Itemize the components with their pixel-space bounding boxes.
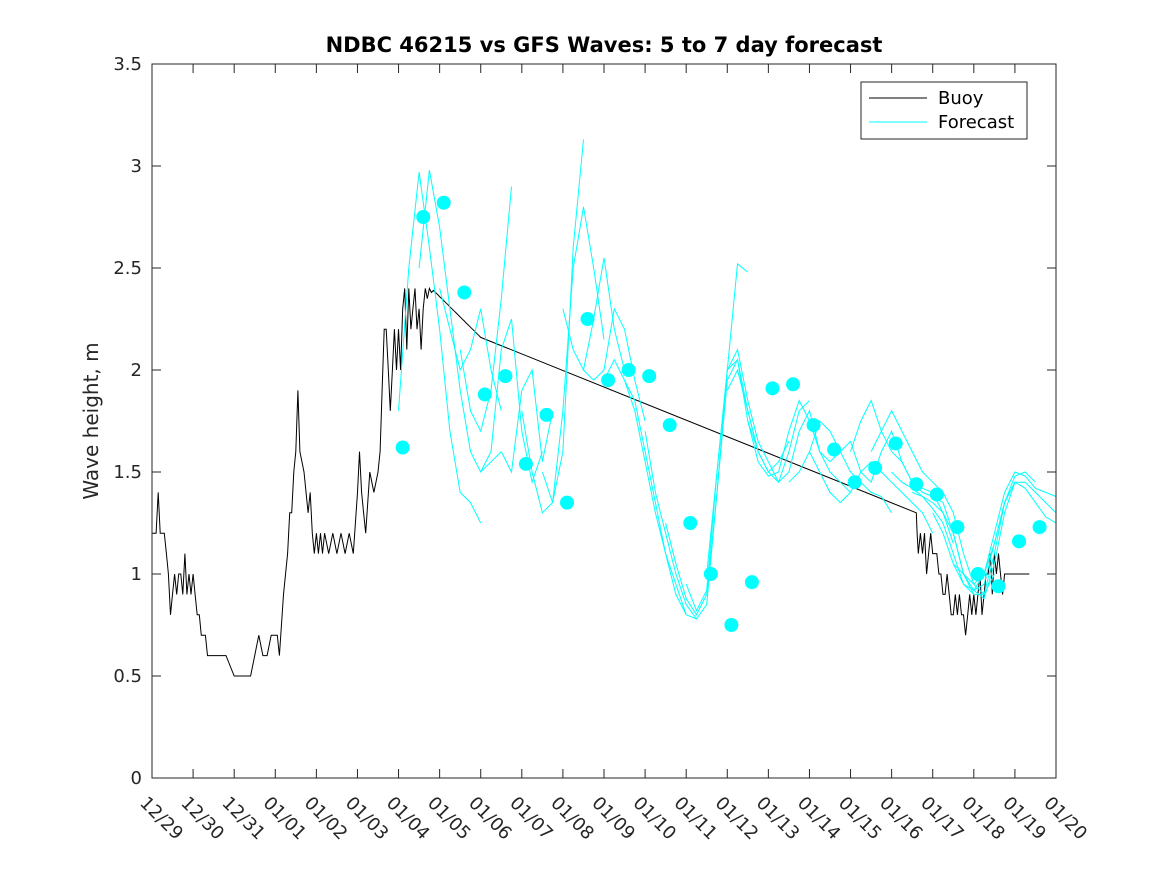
forecast-line bbox=[439, 288, 502, 411]
y-tick-label: 0 bbox=[131, 768, 142, 789]
forecast-point bbox=[621, 363, 636, 377]
x-tick-label: 01/07 bbox=[505, 793, 557, 845]
legend-buoy-label: Buoy bbox=[938, 88, 984, 109]
forecast-line bbox=[912, 471, 1036, 595]
x-tick-label: 01/05 bbox=[423, 793, 475, 845]
x-tick-label: 01/18 bbox=[957, 793, 1009, 845]
x-tick-label: 01/02 bbox=[300, 793, 352, 845]
x-tick-label: 01/13 bbox=[752, 793, 804, 845]
forecast-line bbox=[767, 409, 851, 493]
forecast-line bbox=[583, 307, 646, 422]
y-tick-label: 1 bbox=[131, 564, 142, 585]
x-tick-label: 01/09 bbox=[587, 793, 639, 845]
x-tick-label: 01/20 bbox=[1039, 793, 1091, 845]
forecast-point bbox=[477, 387, 492, 402]
plot-area bbox=[152, 64, 1056, 778]
forecast-line bbox=[665, 358, 759, 616]
x-tick-label: 01/11 bbox=[670, 793, 722, 845]
forecast-point bbox=[642, 369, 657, 384]
forecast-point bbox=[416, 210, 431, 224]
x-tick-label: 12/30 bbox=[177, 793, 229, 845]
forecast-point bbox=[560, 495, 575, 510]
forecast-point bbox=[662, 418, 677, 433]
forecast-point bbox=[765, 381, 780, 396]
forecast-point bbox=[601, 373, 616, 388]
forecast-points-layer bbox=[395, 195, 1047, 632]
forecast-point bbox=[457, 285, 472, 300]
forecast-point bbox=[518, 456, 533, 471]
y-tick-label: 3.5 bbox=[113, 54, 142, 75]
forecast-point bbox=[929, 487, 944, 502]
forecast-point bbox=[1032, 520, 1047, 535]
forecast-point bbox=[724, 618, 739, 632]
y-axis-ticks: 0 0.5 1 1.5 2 2.5 3 3.5 bbox=[113, 54, 1056, 789]
forecast-point bbox=[1012, 534, 1027, 549]
y-tick-label: 1.5 bbox=[113, 462, 142, 483]
forecast-line bbox=[418, 170, 502, 473]
forecast-point bbox=[888, 436, 903, 451]
x-tick-label: 12/31 bbox=[218, 793, 270, 845]
forecast-point bbox=[683, 516, 698, 530]
x-tick-label: 01/12 bbox=[711, 793, 763, 845]
x-tick-label: 01/17 bbox=[916, 793, 968, 845]
forecast-point bbox=[498, 369, 513, 384]
x-tick-label: 01/14 bbox=[793, 793, 845, 845]
x-tick-label: 01/16 bbox=[875, 793, 927, 845]
forecast-point bbox=[703, 567, 718, 581]
x-tick-label: 01/04 bbox=[382, 793, 434, 845]
buoy-line bbox=[152, 286, 1030, 677]
forecast-line bbox=[603, 358, 687, 616]
forecast-point bbox=[909, 477, 924, 492]
forecast-point bbox=[806, 418, 821, 433]
forecast-line bbox=[398, 172, 482, 524]
y-tick-label: 0.5 bbox=[113, 666, 142, 687]
forecast-line bbox=[541, 206, 605, 503]
forecast-point bbox=[395, 440, 410, 455]
legend-box bbox=[860, 81, 1028, 140]
forecast-line bbox=[747, 399, 831, 477]
buoy-series-layer bbox=[152, 286, 1030, 677]
x-tick-label: 01/08 bbox=[546, 793, 598, 845]
y-tick-label: 2.5 bbox=[113, 258, 142, 279]
x-tick-label: 01/19 bbox=[998, 793, 1050, 845]
legend: Buoy Forecast bbox=[860, 81, 1028, 140]
forecast-point bbox=[950, 520, 965, 535]
y-tick-label: 2 bbox=[131, 360, 142, 381]
forecast-point bbox=[847, 475, 862, 490]
forecast-point bbox=[970, 567, 985, 581]
forecast-line bbox=[500, 368, 554, 474]
forecast-line bbox=[952, 471, 1057, 585]
x-tick-label: 01/10 bbox=[629, 793, 681, 845]
x-tick-label: 12/29 bbox=[135, 793, 187, 845]
forecast-line bbox=[480, 318, 543, 485]
forecast-point bbox=[991, 579, 1006, 594]
chart-title: NDBC 46215 vs GFS Waves: 5 to 7 day fore… bbox=[326, 33, 883, 57]
forecast-point bbox=[436, 195, 451, 210]
x-tick-label: 01/03 bbox=[341, 793, 393, 845]
legend-forecast-label: Forecast bbox=[938, 112, 1014, 133]
forecast-point bbox=[827, 442, 842, 457]
forecast-point bbox=[539, 407, 554, 422]
forecast-point bbox=[868, 460, 883, 475]
forecast-line bbox=[809, 451, 934, 534]
x-tick-label: 01/15 bbox=[834, 793, 886, 845]
forecast-point bbox=[786, 377, 801, 392]
x-tick-label: 01/01 bbox=[259, 793, 311, 845]
forecast-point bbox=[744, 575, 759, 590]
forecast-line bbox=[973, 481, 1057, 591]
forecast-line bbox=[644, 262, 749, 620]
y-tick-label: 3 bbox=[131, 156, 142, 177]
forecast-line bbox=[726, 368, 810, 484]
y-axis-label: Wave height, m bbox=[79, 342, 103, 499]
forecast-line bbox=[624, 379, 697, 620]
forecast-point bbox=[580, 312, 595, 326]
forecast-line bbox=[459, 186, 512, 433]
x-tick-label: 01/06 bbox=[464, 793, 516, 845]
